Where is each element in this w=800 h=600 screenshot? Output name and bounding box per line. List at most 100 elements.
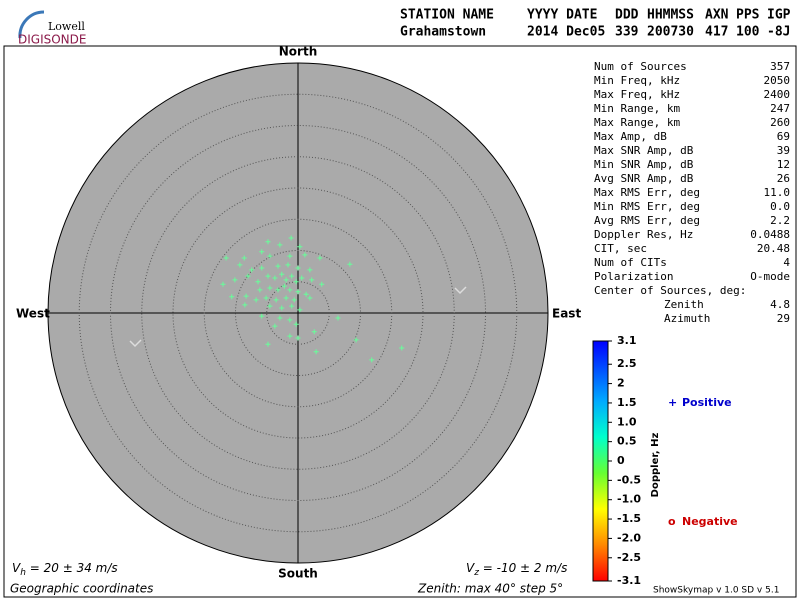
stat-value: 2.2 [770, 214, 790, 227]
vh-value: = 20 ± 34 m/s [26, 561, 118, 575]
zenith-ring [141, 156, 455, 470]
colorbar-tick-label: -1.0 [617, 493, 641, 506]
source-point [369, 357, 375, 363]
header-column: AXN [705, 8, 729, 23]
source-point [297, 244, 303, 250]
vh-text: Vh = 20 ± 34 m/s [12, 561, 118, 578]
header-value: 2014 Dec05 [527, 25, 605, 40]
stat-label: Avg SNR Amp, dB [594, 172, 694, 185]
colorbar-tick-label: 3.1 [617, 334, 637, 347]
stat-label: Max SNR Amp, dB [594, 144, 694, 157]
colorbar-tick-label: -2.5 [617, 551, 641, 564]
stat-label: Max Freq, kHz [594, 88, 680, 101]
source-point [353, 337, 359, 343]
zenith-ring [110, 125, 486, 501]
colorbar-tick-label: 2 [617, 377, 625, 390]
source-point [279, 271, 285, 277]
stat-value: 20.48 [757, 242, 790, 255]
source-point [279, 305, 285, 311]
stat-value: O-mode [750, 270, 790, 283]
colorbar-tick-label: -2.0 [617, 531, 641, 544]
stat-value: 26 [777, 172, 790, 185]
stat-label: Max Range, km [594, 116, 680, 129]
header-column: PPS [736, 8, 760, 23]
source-point [295, 289, 301, 295]
source-point [277, 242, 283, 248]
stat-value: 2400 [764, 88, 791, 101]
source-point [265, 341, 271, 347]
legend-name: Positive [682, 396, 732, 409]
source-point [307, 267, 313, 273]
source-point [303, 291, 309, 297]
stat-label: Min Freq, kHz [594, 74, 680, 87]
stat-label: Doppler Res, Hz [594, 228, 693, 241]
stat-value: 4.8 [770, 298, 790, 311]
source-point [335, 315, 341, 321]
stat-label: Num of CITs [594, 256, 667, 269]
legend-marker: o [668, 515, 676, 528]
source-point [253, 297, 259, 303]
source-point [267, 303, 273, 309]
stat-label: Min SNR Amp, dB [594, 158, 694, 171]
source-point [245, 273, 251, 279]
source-point [277, 315, 283, 321]
source-point [267, 253, 273, 259]
source-point [317, 255, 323, 261]
stat-value: 0.0488 [750, 228, 790, 241]
source-point [259, 313, 265, 319]
south-label: South [278, 567, 318, 581]
header-value: -8J [767, 25, 790, 40]
source-point [287, 287, 293, 293]
colorbar-tick-label: -3.1 [617, 574, 641, 587]
source-point [263, 295, 269, 301]
source-point [243, 293, 249, 299]
header-value: 100 [736, 25, 760, 40]
colorbar-tick-label: -0.5 [617, 473, 641, 486]
header-value: 417 [705, 25, 728, 40]
source-point [311, 329, 317, 335]
colorbar [592, 340, 609, 582]
source-point [399, 345, 405, 351]
source-point [295, 265, 301, 271]
source-point [220, 281, 226, 287]
source-point [265, 239, 271, 245]
header-value: Grahamstown [400, 25, 486, 40]
stat-value: 4 [783, 256, 790, 269]
stat-label: Min RMS Err, deg [594, 200, 700, 213]
source-point [249, 267, 255, 273]
stat-value: 39 [777, 144, 790, 157]
source-point [275, 287, 281, 293]
source-point [287, 333, 293, 339]
coordinates: Geographic coordinates [10, 582, 153, 596]
colorbar-tick-label: 0.5 [617, 435, 637, 448]
colorbar-tick-label: 2.5 [617, 357, 637, 370]
vh-symbol: V [12, 561, 21, 575]
stat-value: 69 [777, 130, 790, 143]
header-value: 200730 [647, 25, 694, 40]
source-point [287, 253, 293, 259]
source-point [242, 302, 248, 308]
source-point [272, 275, 278, 281]
stat-label: Min Range, km [594, 102, 680, 115]
east-label: East [552, 307, 581, 321]
source-point [273, 297, 279, 303]
source-point [289, 303, 295, 309]
source-point [267, 285, 273, 291]
source-point [293, 279, 299, 285]
source-point [293, 321, 299, 327]
stat-label: Azimuth [664, 312, 710, 325]
source-point [255, 279, 261, 285]
header-column: STATION NAME [400, 8, 494, 23]
stat-value: 2050 [764, 74, 791, 87]
zenith-info: Zenith: max 40° step 5° [417, 582, 563, 596]
north-label: North [279, 45, 317, 59]
source-point [229, 294, 235, 300]
stat-label: Num of Sources [594, 60, 687, 73]
stat-value: 12 [777, 158, 790, 171]
source-point [288, 235, 294, 241]
header-column: HHMMSS [647, 8, 694, 23]
header-value: 339 [615, 25, 638, 40]
legend-marker: + [668, 396, 677, 409]
logo-swoosh [18, 10, 45, 39]
source-point [297, 307, 303, 313]
